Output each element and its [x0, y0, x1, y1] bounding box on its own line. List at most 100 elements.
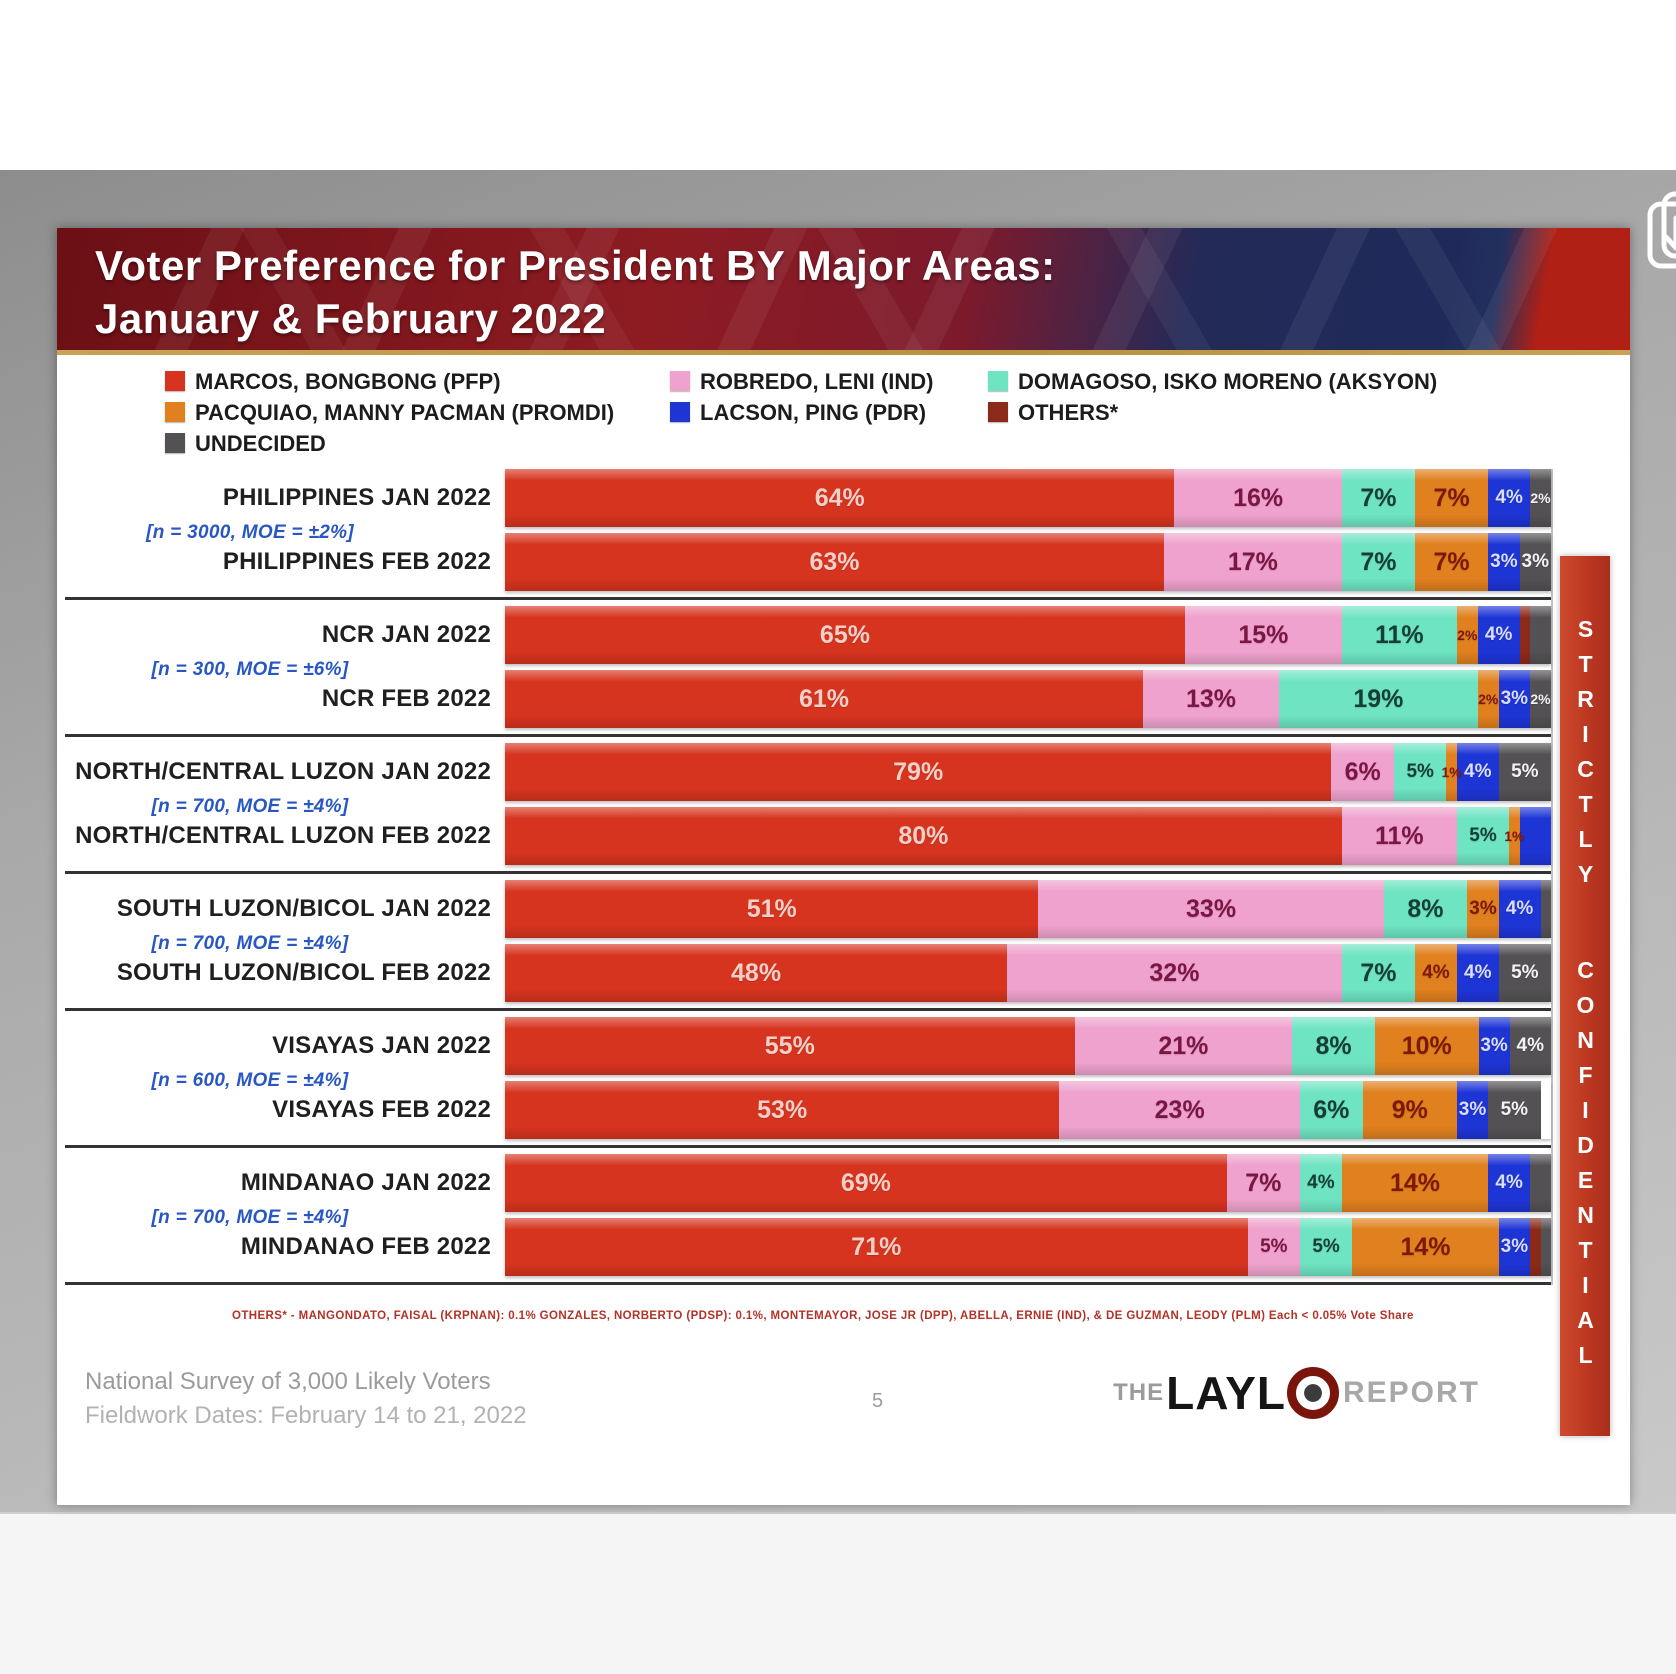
- row-bar: 79% 6% 5% 1% 4% 5%: [505, 743, 1551, 801]
- bar-value-label: 5%: [1260, 1236, 1288, 1257]
- bar-value-label: 6%: [1313, 1095, 1350, 1124]
- chart-row: NCR FEB 2022 61% 13% 19% 2% 3% 2%: [65, 670, 1551, 728]
- bar-value-label: 79%: [893, 757, 944, 786]
- bar-segment-lacson: 4%: [1456, 743, 1499, 801]
- bar-segment-pacquiao: 14%: [1352, 1218, 1500, 1276]
- bar-segment-pacquiao: 10%: [1374, 1017, 1479, 1075]
- bar-segment-lacson: [1519, 807, 1551, 865]
- bar-segment-robredo: 15%: [1184, 606, 1342, 664]
- bar-segment-pacquiao: 9%: [1362, 1081, 1457, 1139]
- bar-segment-robredo: 33%: [1038, 880, 1384, 938]
- legend: MARCOS, BONGBONG (PFP) ROBREDO, LENI (IND…: [165, 369, 1630, 457]
- bar-value-label: 55%: [764, 1031, 815, 1060]
- bar-value-label: 4%: [1464, 962, 1492, 983]
- footer-source: National Survey of 3,000 Likely Voters F…: [85, 1368, 527, 1430]
- bar-value-label: 5%: [1511, 962, 1539, 983]
- row-label: MINDANAO FEB 2022: [240, 1233, 491, 1260]
- bar-segment-lacson: 3%: [1498, 670, 1531, 728]
- bar-segment-undecided: [1540, 880, 1551, 938]
- bar-segment-marcos: 64%: [505, 469, 1175, 527]
- bar-segment-lacson: 4%: [1477, 606, 1520, 664]
- group-separator: [65, 871, 1551, 874]
- bar-value-label: 5%: [1511, 761, 1539, 782]
- chart-row: MINDANAO FEB 2022 71% 5% 5% 14% 3%: [65, 1218, 1551, 1276]
- logo-the-text: THE: [1113, 1379, 1165, 1406]
- bar-value-label: 9%: [1391, 1095, 1428, 1124]
- bar-value-label: 8%: [1407, 894, 1444, 923]
- row-bar: 53% 23% 6% 9% 3% 5%: [505, 1081, 1551, 1139]
- row-bar: 69% 7% 4% 14% 4%: [505, 1154, 1551, 1212]
- bar-value-label: 2%: [1530, 490, 1551, 506]
- row-label: SOUTH LUZON/BICOL JAN 2022 [n = 700, MOE …: [65, 880, 505, 954]
- row-label: SOUTH LUZON/BICOL FEB 2022: [116, 959, 491, 986]
- bar-segment-marcos: 71%: [505, 1218, 1248, 1276]
- chart-row: SOUTH LUZON/BICOL FEB 2022 48% 32% 7% 4% 4% 5%: [65, 944, 1551, 1002]
- others-footnote: OTHERS* - MANGONDATO, FAISAL (KRPNAN): 0…: [232, 1310, 1414, 1322]
- download-icon[interactable]: [1634, 190, 1676, 276]
- legend-label: LACSON, PING (PDR): [700, 400, 927, 425]
- bar-segment-marcos: 51%: [505, 880, 1039, 938]
- row-bar: 51% 33% 8% 3% 4%: [505, 880, 1551, 938]
- bar-segment-undecided: [1540, 1218, 1551, 1276]
- legend-item-domagoso: DOMAGOSO, ISKO MORENO (AKSYON): [988, 369, 1630, 395]
- bar-value-label: 7%: [1360, 547, 1397, 576]
- bar-segment-robredo: 13%: [1143, 670, 1280, 728]
- bar-value-label: 11%: [1374, 620, 1424, 649]
- bar-value-label: 8%: [1315, 1031, 1352, 1060]
- bar-value-label: 71%: [851, 1232, 902, 1261]
- footer-survey-line: National Survey of 3,000 Likely Voters: [85, 1368, 491, 1395]
- bar-segment-domagoso: 7%: [1341, 944, 1416, 1002]
- bar-segment-others: [1530, 1218, 1541, 1276]
- bar-segment-pacquiao: 1%: [1504, 807, 1524, 865]
- bar-value-label: 21%: [1158, 1031, 1209, 1060]
- bar-segment-marcos: 65%: [505, 606, 1185, 664]
- legend-item-undecided: UNDECIDED: [165, 431, 670, 457]
- bar-segment-undecided: 4%: [1509, 1017, 1551, 1075]
- group-separator: [65, 597, 1551, 600]
- bar-segment-pacquiao: 7%: [1415, 533, 1489, 591]
- bar-value-label: 2%: [1530, 691, 1551, 707]
- bar-value-label: 4%: [1495, 1172, 1523, 1193]
- chart-row: PHILIPPINES JAN 2022 [n = 3000, MOE = ±2%…: [65, 469, 1551, 543]
- bar-segment-robredo: 5%: [1247, 1218, 1301, 1276]
- bar-value-label: 4%: [1307, 1172, 1335, 1193]
- row-sample-note: [n = 700, MOE = ±4%]: [151, 1207, 349, 1228]
- bar-value-label: 63%: [809, 547, 860, 576]
- bar-segment-domagoso: 5%: [1456, 807, 1510, 865]
- bar-value-label: 69%: [840, 1168, 891, 1197]
- row-sample-note: [n = 700, MOE = ±4%]: [151, 796, 349, 817]
- confidential-text: STRICTLY CONFIDENTIAL: [1572, 615, 1599, 1377]
- logo-layl-text: LAYL: [1166, 1367, 1286, 1419]
- row-label: PHILIPPINES FEB 2022: [222, 548, 491, 575]
- bar-segment-domagoso: 19%: [1279, 670, 1478, 728]
- bar-segment-robredo: 11%: [1341, 807, 1457, 865]
- row-label: PHILIPPINES JAN 2022 [n = 3000, MOE = ±2%…: [65, 469, 505, 543]
- group-separator: [65, 1145, 1551, 1148]
- bar-segment-robredo: 23%: [1059, 1081, 1300, 1139]
- bar-segment-marcos: 79%: [505, 743, 1332, 801]
- legend-item-others: OTHERS*: [988, 400, 1630, 426]
- bar-value-label: 3%: [1469, 898, 1497, 919]
- bar-value-label: 23%: [1154, 1095, 1205, 1124]
- logo-report-text: REPORT: [1342, 1376, 1480, 1409]
- page-number: 5: [872, 1390, 884, 1412]
- bar-value-label: 1%: [1504, 828, 1525, 844]
- bar-segment-undecided: 2%: [1530, 670, 1551, 728]
- bar-segment-others: [1519, 606, 1531, 664]
- row-bar: 63% 17% 7% 7% 3% 3%: [505, 533, 1551, 591]
- bar-value-label: 2%: [1478, 691, 1499, 707]
- bar-segment-marcos: 80%: [505, 807, 1342, 865]
- legend-swatch-icon: [165, 402, 185, 422]
- chart-row: NORTH/CENTRAL LUZON FEB 2022 80% 11% 5% 1%: [65, 807, 1551, 865]
- bar-segment-lacson: 3%: [1498, 1218, 1531, 1276]
- bar-segment-marcos: 55%: [505, 1017, 1075, 1075]
- legend-label: DOMAGOSO, ISKO MORENO (AKSYON): [1018, 369, 1438, 394]
- legend-swatch-icon: [165, 433, 185, 453]
- bar-segment-undecided: 5%: [1498, 944, 1551, 1002]
- legend-label: OTHERS*: [1018, 400, 1119, 425]
- bar-value-label: 53%: [757, 1095, 808, 1124]
- row-label: NORTH/CENTRAL LUZON FEB 2022: [75, 822, 491, 849]
- row-label: NCR FEB 2022: [321, 685, 491, 712]
- bottom-margin: [0, 1512, 1676, 1674]
- bar-value-label: 3%: [1490, 551, 1518, 572]
